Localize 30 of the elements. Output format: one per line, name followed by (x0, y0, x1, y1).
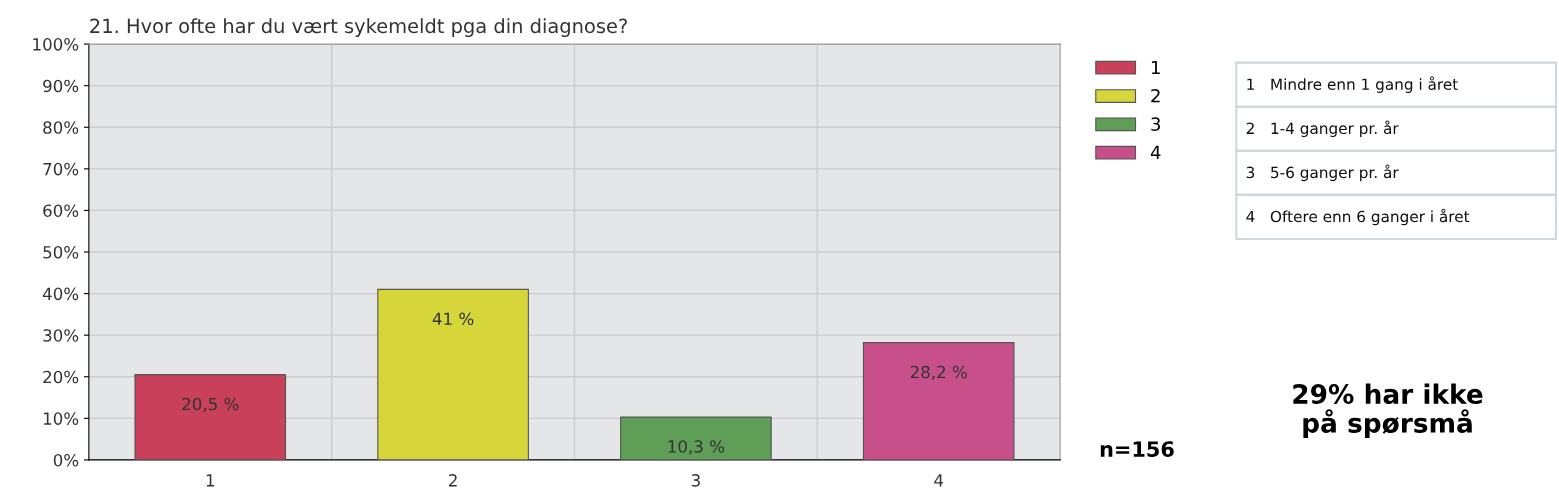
y-tick-label: 70% (43, 162, 79, 176)
text: 4 Oftere enn 6 ganger i året (1246, 208, 1470, 226)
y-tick-label: 0% (53, 453, 79, 467)
legend-label: 2 (1151, 88, 1160, 103)
data-label: 28,2 % (910, 365, 967, 381)
text: 1 Mindre enn 1 gang i året (1247, 76, 1458, 93)
y-tick-label: 20% (43, 370, 79, 384)
y-tick-label: 100% (33, 38, 79, 51)
y-tick-label: 80% (43, 121, 79, 134)
text: 29% har ikke på spørsmå (1293, 383, 1483, 439)
y-tick-label: 30% (43, 329, 79, 342)
y-tick-label: 10% (43, 412, 79, 425)
data-label: 10,3 % (668, 440, 725, 455)
y-tick-label: 40% (42, 287, 79, 301)
text: 3 5-6 ganger pr. år (1246, 164, 1399, 182)
legend-label: 4 (1150, 145, 1161, 159)
x-tick-label: 4 (934, 474, 944, 487)
x-tick-label: 2 (449, 474, 457, 487)
x-tick-label: 3 (691, 474, 700, 487)
data-label: 41 % (432, 312, 474, 326)
text: 2 1-4 ganger pr. år (1246, 120, 1399, 138)
legend-label: 3 (1151, 117, 1160, 131)
y-tick-label: 90% (43, 79, 79, 93)
y-tick-label: 60% (43, 204, 79, 217)
x-tick-label: 1 (206, 474, 215, 487)
data-label: 20,5 % (182, 397, 239, 413)
chart-title: 21. Hvor ofte har du vært sykemeldt pga din diagnose? (90, 18, 627, 38)
text: n=156 (1100, 441, 1174, 457)
legend-label: 1 (1151, 60, 1160, 75)
y-tick-label: 50% (43, 245, 79, 259)
